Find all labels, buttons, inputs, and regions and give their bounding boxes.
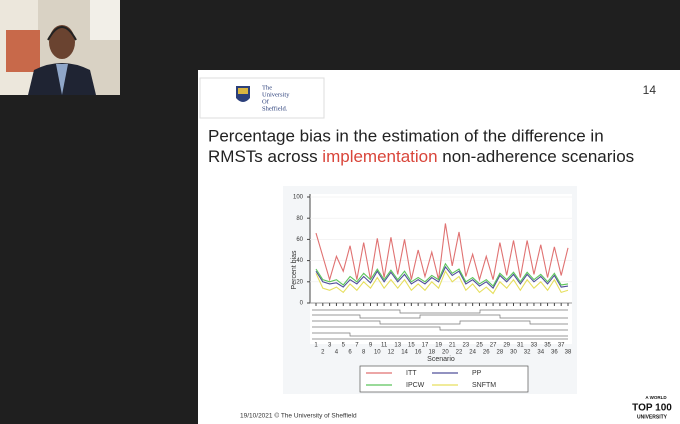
logo-text: Sheffield. bbox=[262, 105, 288, 112]
x-tick-label: 21 bbox=[449, 343, 456, 349]
y-tick-label: 80 bbox=[296, 216, 303, 222]
y-tick-label: 60 bbox=[296, 237, 303, 243]
x-tick-label: 9 bbox=[369, 343, 373, 349]
slide-title: Percentage bias in the estimation of the… bbox=[208, 126, 604, 145]
x-tick-label: 12 bbox=[388, 350, 395, 356]
y-tick-label: 20 bbox=[296, 279, 303, 285]
scenario-panel bbox=[312, 309, 568, 340]
legend-label: IPCW bbox=[406, 382, 425, 389]
badge-text: TOP 100 bbox=[632, 403, 672, 414]
x-tick-label: 18 bbox=[428, 350, 435, 356]
x-tick-label: 36 bbox=[551, 350, 558, 356]
x-tick-label: 22 bbox=[456, 350, 463, 356]
badge: A WORLD TOP 100 UNIVERSITY bbox=[632, 395, 672, 420]
x-tick-label: 27 bbox=[490, 343, 497, 349]
x-tick-label: 20 bbox=[442, 350, 449, 356]
x-tick-label: 2 bbox=[321, 350, 325, 356]
legend-label: PP bbox=[472, 370, 482, 377]
slide-footer: 19/10/2021 © The University of Sheffield bbox=[240, 412, 357, 420]
x-tick-label: 11 bbox=[381, 343, 388, 349]
x-tick-label: 34 bbox=[537, 350, 544, 356]
x-tick-label: 4 bbox=[335, 350, 339, 356]
webcam bbox=[0, 0, 120, 95]
x-tick-label: 5 bbox=[342, 343, 346, 349]
x-axis-label: Scenario bbox=[427, 356, 455, 363]
slide-number: 14 bbox=[643, 83, 657, 97]
y-tick-label: 100 bbox=[293, 195, 304, 201]
x-tick-label: 1 bbox=[314, 343, 318, 349]
series-line bbox=[315, 270, 569, 295]
logo-crest-detail bbox=[238, 88, 248, 94]
logo-text: University bbox=[262, 91, 290, 98]
x-tick-label: 3 bbox=[328, 343, 332, 349]
x-tick-label: 6 bbox=[348, 350, 352, 356]
x-tick-label: 30 bbox=[510, 350, 517, 356]
x-tick-label: 16 bbox=[415, 350, 422, 356]
x-tick-label: 26 bbox=[483, 350, 490, 356]
x-tick-label: 23 bbox=[462, 343, 469, 349]
x-tick-label: 15 bbox=[408, 343, 415, 349]
series-line bbox=[315, 262, 569, 287]
x-tick-label: 35 bbox=[544, 343, 551, 349]
plot-area bbox=[310, 194, 572, 344]
y-axis-label: Percent bias bbox=[291, 250, 298, 289]
logo-text: Of bbox=[262, 98, 270, 105]
x-tick-label: 10 bbox=[374, 350, 381, 356]
series-line bbox=[315, 223, 569, 282]
logo-box bbox=[199, 77, 325, 119]
x-tick-label: 25 bbox=[476, 343, 483, 349]
x-tick-label: 17 bbox=[422, 343, 429, 349]
x-tick-label: 28 bbox=[497, 350, 504, 356]
x-tick-label: 29 bbox=[503, 343, 510, 349]
series-line bbox=[315, 265, 569, 290]
x-tick-label: 14 bbox=[401, 350, 408, 356]
y-tick-label: 40 bbox=[296, 258, 303, 264]
x-tick-label: 7 bbox=[355, 343, 359, 349]
x-tick-label: 38 bbox=[565, 350, 572, 356]
x-tick-label: 37 bbox=[558, 343, 565, 349]
badge-text: UNIVERSITY bbox=[637, 414, 668, 420]
badge-text: A WORLD bbox=[645, 395, 667, 400]
logo-text: The bbox=[262, 84, 272, 91]
x-tick-label: 32 bbox=[524, 350, 531, 356]
title-part: non-adherence scenarios bbox=[438, 147, 635, 166]
legend-label: ITT bbox=[406, 370, 417, 377]
slide-title: RMSTs across implementation non-adherenc… bbox=[208, 147, 634, 166]
x-tick-label: 8 bbox=[362, 350, 366, 356]
legend bbox=[359, 365, 529, 393]
title-highlight: implementation bbox=[322, 147, 437, 166]
x-tick-label: 24 bbox=[469, 350, 476, 356]
x-tick-label: 19 bbox=[435, 343, 442, 349]
legend-label: SNFTM bbox=[472, 382, 496, 389]
x-tick-label: 31 bbox=[517, 343, 524, 349]
y-tick-label: 0 bbox=[300, 301, 304, 307]
x-tick-label: 33 bbox=[531, 343, 538, 349]
title-part: RMSTs across bbox=[208, 147, 322, 166]
x-tick-label: 13 bbox=[394, 343, 401, 349]
